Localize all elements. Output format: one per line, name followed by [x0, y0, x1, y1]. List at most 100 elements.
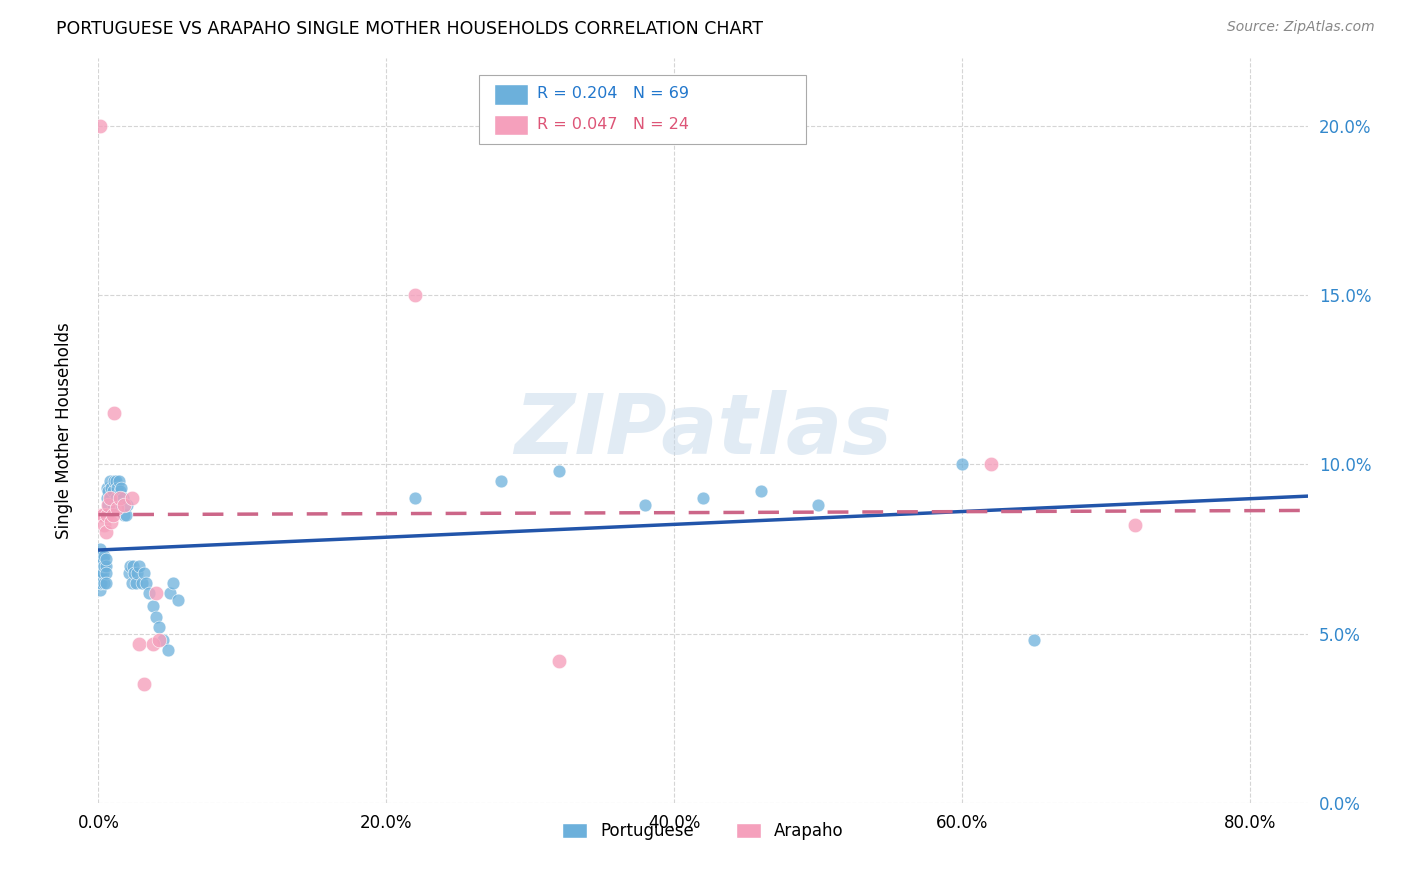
Point: [142, 637, 165, 651]
Point: [142, 599, 165, 614]
Point: [1123, 518, 1146, 533]
Point: [90, 558, 112, 573]
Point: [100, 515, 122, 529]
Point: [104, 491, 127, 505]
Y-axis label: Single Mother Households: Single Mother Households: [55, 322, 73, 539]
Point: [104, 474, 127, 488]
Point: [89, 558, 111, 573]
Text: R = 0.047   N = 24: R = 0.047 N = 24: [537, 117, 689, 132]
Point: [131, 575, 153, 590]
Point: [634, 498, 657, 512]
Point: [91, 566, 114, 580]
Point: [89, 549, 111, 563]
Point: [93, 575, 115, 590]
Point: [128, 558, 150, 573]
Point: [97, 498, 120, 512]
Point: [121, 575, 143, 590]
Point: [101, 498, 124, 512]
Point: [108, 491, 131, 505]
Legend: Portuguese, Arapaho: Portuguese, Arapaho: [555, 815, 851, 847]
Point: [807, 498, 830, 512]
Point: [118, 566, 141, 580]
Point: [692, 491, 714, 505]
Point: [159, 586, 181, 600]
Point: [108, 484, 131, 499]
Point: [120, 558, 142, 573]
Point: [122, 558, 145, 573]
Point: [94, 575, 117, 590]
Point: [101, 508, 124, 522]
Point: [94, 558, 117, 573]
FancyBboxPatch shape: [494, 84, 527, 104]
Point: [89, 541, 111, 556]
FancyBboxPatch shape: [494, 115, 527, 136]
Point: [103, 407, 125, 421]
Point: [96, 508, 118, 522]
Text: R = 0.204   N = 69: R = 0.204 N = 69: [537, 87, 689, 102]
Text: ZIPatlas: ZIPatlas: [515, 390, 891, 471]
Point: [404, 288, 426, 302]
Point: [114, 508, 136, 522]
Point: [89, 582, 111, 597]
Point: [112, 498, 135, 512]
Point: [97, 498, 120, 512]
Point: [135, 575, 157, 590]
Point: [749, 484, 772, 499]
Point: [93, 558, 115, 573]
Point: [134, 566, 156, 580]
Point: [124, 566, 146, 580]
Point: [152, 633, 174, 648]
Point: [89, 575, 111, 590]
Point: [89, 119, 111, 133]
Point: [94, 552, 117, 566]
Text: PORTUGUESE VS ARAPAHO SINGLE MOTHER HOUSEHOLDS CORRELATION CHART: PORTUGUESE VS ARAPAHO SINGLE MOTHER HOUS…: [56, 20, 763, 37]
Point: [96, 481, 118, 495]
Point: [105, 481, 128, 495]
Point: [125, 575, 148, 590]
Point: [145, 609, 167, 624]
Point: [94, 566, 117, 580]
Text: Source: ZipAtlas.com: Source: ZipAtlas.com: [1227, 20, 1375, 34]
Point: [115, 498, 138, 512]
Point: [548, 464, 571, 478]
Point: [148, 620, 170, 634]
Point: [121, 491, 143, 505]
Point: [90, 508, 112, 522]
Point: [91, 558, 114, 573]
Point: [98, 474, 121, 488]
Point: [128, 637, 150, 651]
Point: [105, 501, 128, 516]
FancyBboxPatch shape: [479, 75, 806, 144]
Point: [156, 643, 179, 657]
Point: [111, 491, 134, 505]
Point: [107, 474, 129, 488]
Point: [134, 677, 156, 691]
Point: [166, 592, 188, 607]
Point: [94, 524, 117, 539]
Point: [950, 457, 973, 471]
Point: [162, 575, 184, 590]
Point: [404, 491, 426, 505]
Point: [548, 654, 571, 668]
Point: [1022, 633, 1045, 648]
Point: [90, 549, 112, 563]
Point: [90, 575, 112, 590]
Point: [138, 586, 160, 600]
Point: [100, 481, 122, 495]
Point: [90, 566, 112, 580]
Point: [98, 491, 121, 505]
Point: [96, 491, 118, 505]
Point: [110, 481, 132, 495]
Point: [91, 508, 114, 522]
Point: [101, 484, 124, 499]
Point: [103, 474, 125, 488]
Point: [127, 566, 149, 580]
Point: [112, 508, 135, 522]
Point: [97, 484, 120, 499]
Point: [91, 552, 114, 566]
Point: [98, 491, 121, 505]
Point: [93, 518, 115, 533]
Point: [148, 633, 170, 648]
Point: [980, 457, 1002, 471]
Point: [89, 566, 111, 580]
